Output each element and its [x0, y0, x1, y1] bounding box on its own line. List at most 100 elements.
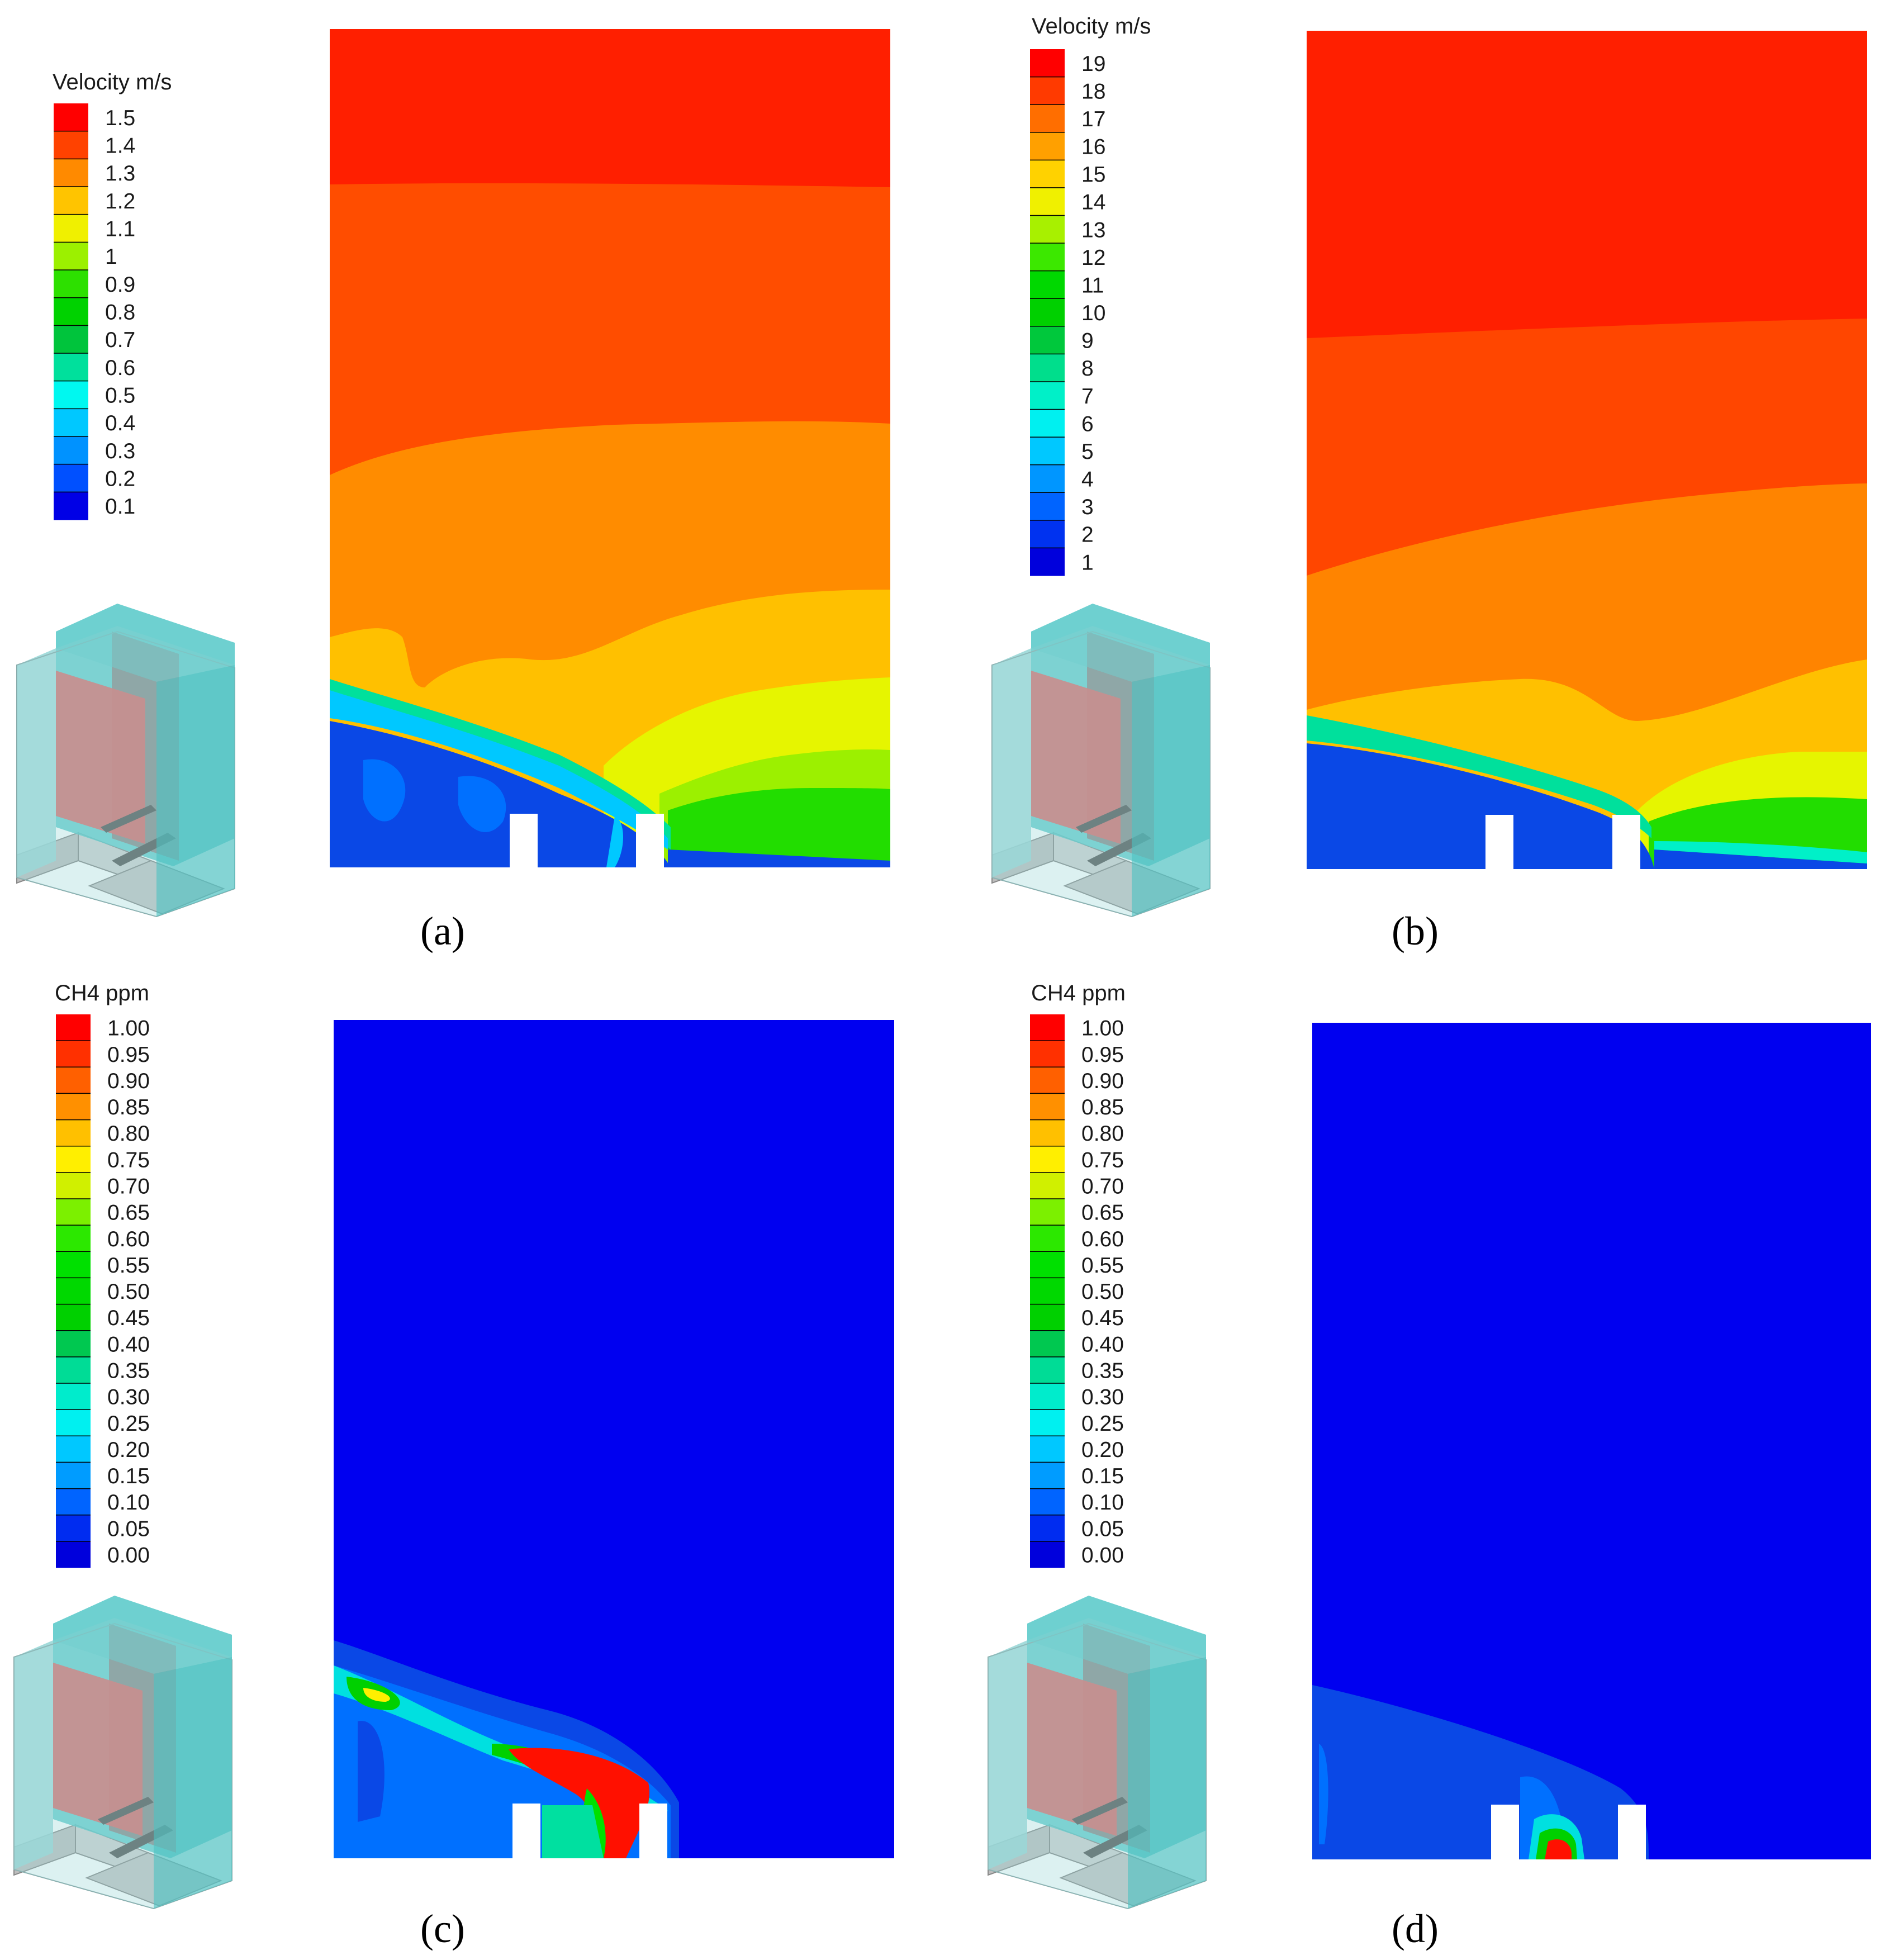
legend-b-color-block [1030, 132, 1065, 160]
contour-plot-c [334, 1020, 894, 1858]
legend-d-tick-label: 0.35 [1081, 1359, 1124, 1383]
legend-c-color-block [56, 1014, 91, 1041]
legend-d-tick-label: 0.20 [1081, 1438, 1124, 1462]
chimney-right-a [636, 814, 664, 867]
legend-b-blocks [1030, 49, 1065, 576]
legend-a-tick-label: 0.8 [105, 301, 135, 325]
legend-d-color-block [1030, 1119, 1065, 1147]
legend-b-color-block [1030, 437, 1065, 466]
legend-c-tick-label: 0.65 [107, 1201, 150, 1225]
legend-c-color-block [56, 1093, 91, 1121]
legend-c-color-block [56, 1041, 91, 1067]
legend-a-tick-label: 0.9 [105, 273, 135, 297]
panel-caption-c: (c) [420, 1906, 465, 1951]
legend-d-color-block [1030, 1410, 1065, 1436]
legend-c-tick-label: 0.00 [107, 1543, 150, 1567]
legend-d-tick-label: 0.70 [1081, 1174, 1124, 1198]
legend-c-color-block [56, 1515, 91, 1542]
legend-c-tick-label: 0.20 [107, 1438, 150, 1462]
legend-b-color-block [1030, 520, 1065, 548]
legend-c-color-block [56, 1436, 91, 1463]
legend-c-tick-label: 0.50 [107, 1280, 150, 1304]
domain-3d-icon-d [988, 1595, 1207, 1909]
legend-a-color-block [54, 297, 88, 326]
legend-c-tick-label: 0.55 [107, 1254, 150, 1278]
legend-d-color-block [1030, 1330, 1065, 1358]
legend-c-tick-label: 0.25 [107, 1412, 150, 1436]
legend-d-tick-label: 0.25 [1081, 1412, 1124, 1436]
legend-a-color-block [54, 214, 88, 243]
legend-b-color-block [1030, 270, 1065, 299]
legend-a-blocks [54, 103, 88, 520]
legend-c-ticks: 1.000.950.900.85 0.800.750.70 0.650.60 0.55… [107, 1017, 150, 1568]
legend-c-tick-label: 0.30 [107, 1385, 150, 1410]
legend-a-color-block [54, 381, 88, 409]
legend-a-color-block [54, 409, 88, 437]
legend-b-tick-label: 17 [1081, 107, 1105, 131]
legend-b-color-block [1030, 381, 1065, 410]
legend-c-tick-label: 0.10 [107, 1491, 150, 1515]
legend-d-tick-label: 0.45 [1081, 1306, 1124, 1330]
legend-d-tick-label: 0.85 [1081, 1095, 1124, 1119]
legend-b-tick-label: 2 [1081, 523, 1094, 547]
legend-d-color-block [1030, 1462, 1065, 1489]
panel-caption-a: (a) [420, 909, 465, 953]
legend-a-tick-label: 0.6 [105, 356, 135, 380]
legend-d-color-block [1030, 1199, 1065, 1226]
legend-c-tick-label: 0.70 [107, 1174, 150, 1198]
legend-b-color-block [1030, 77, 1065, 105]
legend-d-tick-label: 0.95 [1081, 1043, 1124, 1067]
legend-d-color-block [1030, 1383, 1065, 1410]
legend-b-color-block [1030, 548, 1065, 576]
legend-b-ticks: 19 18 17 16 15 14 13 12 11 10 9 8 7 6 5 4 3 2 1 [1081, 52, 1105, 575]
legend-a-color-block [54, 242, 88, 270]
legend-a-tick-label: 0.1 [105, 495, 135, 519]
legend-b-tick-label: 19 [1081, 52, 1105, 76]
legend-a-tick-label: 0.2 [105, 467, 135, 491]
legend-b-tick-label: 18 [1081, 79, 1105, 103]
legend-c-tick-label: 0.05 [107, 1517, 150, 1541]
wake-b [1307, 743, 1654, 869]
legend-d-tick-label: 0.00 [1081, 1543, 1124, 1567]
chimney-left-a [510, 814, 538, 867]
legend-c-color-block [56, 1172, 91, 1199]
legend-d-blocks [1030, 1014, 1065, 1568]
legend-b-tick-label: 7 [1081, 385, 1094, 409]
legend-c-color-block [56, 1383, 91, 1410]
legend-b-title: Velocity m/s [1032, 14, 1151, 39]
legend-a-color-block [54, 131, 88, 159]
legend-b-tick-label: 1 [1081, 550, 1094, 575]
legend-c-color-block [56, 1330, 91, 1358]
legend-c-color-block [56, 1119, 91, 1147]
plume-core-c [509, 1748, 649, 1858]
legend-d-tick-label: 0.50 [1081, 1280, 1124, 1304]
legend-d-tick-label: 0.40 [1081, 1332, 1124, 1356]
legend-b-tick-label: 12 [1081, 246, 1105, 270]
legend-d-tick-label: 0.55 [1081, 1254, 1124, 1278]
legend-c-blocks [56, 1014, 91, 1568]
legend-a-tick-label: 0.7 [105, 328, 135, 352]
legend-d-color-block [1030, 1067, 1065, 1094]
legend-d-title: CH4 ppm [1031, 981, 1126, 1005]
legend-a-tick-label: 1.1 [105, 217, 135, 241]
legend-b-tick-label: 8 [1081, 357, 1094, 381]
legend-d-ticks: 1.000.950.900.85 0.800.750.70 0.650.60 0.55… [1081, 1017, 1124, 1568]
legend-d-color-block [1030, 1436, 1065, 1463]
legend-d-color-block [1030, 1225, 1065, 1252]
legend-a-tick-label: 0.5 [105, 384, 135, 408]
legend-b-tick-label: 6 [1081, 412, 1094, 436]
legend-a: Velocity m/s 1.5 1.4 1.3 1.2 1.1 1 0.9 0.8 0.7 0.… [53, 70, 172, 520]
legend-a-tick-label: 1.4 [105, 134, 135, 158]
legend-d-tick-label: 0.30 [1081, 1385, 1124, 1410]
legend-b-tick-label: 14 [1081, 191, 1105, 215]
legend-d-color-block [1030, 1172, 1065, 1199]
domain-3d-icon-a [16, 603, 235, 917]
legend-d-tick-label: 0.15 [1081, 1464, 1124, 1488]
legend-c-color-block [56, 1199, 91, 1226]
legend-c-tick-label: 0.85 [107, 1095, 150, 1119]
legend-b-color-block [1030, 409, 1065, 438]
legend-b-color-block [1030, 464, 1065, 493]
legend-d-tick-label: 0.65 [1081, 1201, 1124, 1225]
legend-a-color-block [54, 159, 88, 187]
legend-d-color-block [1030, 1356, 1065, 1384]
